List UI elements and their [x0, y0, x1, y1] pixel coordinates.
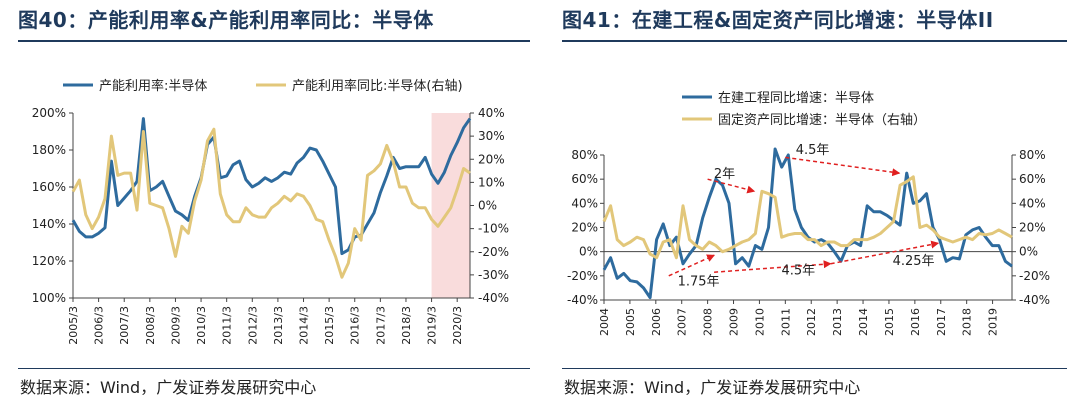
y-right-tick-label: 60% — [1019, 172, 1046, 186]
x-tick-label: 2015 — [883, 308, 896, 336]
construction-fixed-assets-chart: -40% -20% 0% 20% 40% 60% 80% -40% -20% 0% 20% 40% 60… — [567, 91, 1050, 336]
y-left-tick-label: -40% — [567, 293, 598, 307]
source-divider — [562, 368, 1067, 369]
x-tick-label: 2017/3 — [374, 306, 387, 345]
x-tick-label: 2005/3 — [67, 306, 80, 345]
title-divider — [18, 40, 530, 42]
period-arrow — [830, 240, 940, 265]
x-tick-label: 2009 — [728, 308, 741, 336]
x-tick-label: 2015/3 — [323, 306, 336, 345]
period-annotation: 4.25年 — [893, 254, 935, 269]
y-right-tick-label: 0% — [1019, 245, 1038, 259]
period-annotation: 4.5年 — [781, 264, 815, 279]
legend-label: 固定资产同比增速：半导体（右轴） — [718, 113, 926, 128]
y-left-tick-label: 80% — [571, 148, 598, 162]
title-divider — [562, 40, 1067, 42]
x-tick-label: 2010/3 — [195, 306, 208, 345]
x-tick-label: 2005 — [624, 308, 637, 336]
x-tick-label: 2019/3 — [426, 306, 439, 345]
series-line-1 — [71, 117, 472, 256]
y-right-tick-label: 10% — [478, 175, 505, 189]
chart-title: 图41：在建工程&固定资产同比增速：半导体II — [562, 8, 994, 32]
y-left-tick-label: 40% — [571, 196, 598, 210]
y-right-tick-label: -40% — [478, 291, 509, 305]
y-left-tick-label: 60% — [571, 172, 598, 186]
x-tick-label: 2006 — [650, 308, 663, 336]
x-tick-label: 2017 — [935, 308, 948, 336]
x-tick-label: 2016 — [909, 308, 922, 336]
y-left-tick-label: 20% — [571, 221, 598, 235]
x-tick-label: 2011 — [779, 308, 792, 336]
panel-construction-fixed-assets: 图41：在建工程&固定资产同比增速：半导体II -40% -20% 0% 20% 40%… — [562, 0, 1067, 405]
y-left-tick-label: 160% — [32, 180, 66, 194]
x-tick-label: 2013/3 — [272, 306, 285, 345]
x-tick-label: 2004 — [598, 308, 611, 336]
x-tick-label: 2007/3 — [118, 306, 131, 345]
x-tick-label: 2012/3 — [246, 306, 259, 345]
y-right-tick-label: 40% — [478, 106, 505, 120]
series-line-2 — [71, 127, 471, 279]
x-tick-label: 2009/3 — [169, 306, 182, 345]
x-tick-label: 2013 — [831, 308, 844, 336]
y-right-tick-label: 80% — [1019, 148, 1046, 162]
y-right-tick-label: -20% — [478, 245, 509, 259]
y-left-tick-label: 100% — [32, 291, 66, 305]
series-line-2 — [602, 175, 1013, 260]
x-tick-label: 2011/3 — [221, 306, 234, 345]
panel-capacity-utilization: 图40：产能利用率&产能利用率同比：半导体 100% 120% 140% 160% 18… — [18, 0, 530, 405]
x-tick-label: 2016/3 — [349, 306, 362, 345]
x-tick-label: 2012 — [805, 308, 818, 336]
x-tick-label: 2008/3 — [144, 306, 157, 345]
y-left-tick-label: 0% — [579, 245, 598, 259]
period-arrow — [707, 178, 756, 194]
y-right-tick-label: 0% — [478, 199, 497, 213]
y-right-tick-label: -10% — [478, 222, 509, 236]
y-right-tick-label: -30% — [478, 268, 509, 282]
period-annotation: 2年 — [714, 167, 735, 182]
y-right-tick-label: 20% — [478, 152, 505, 166]
y-right-tick-label: -40% — [1019, 293, 1050, 307]
x-tick-label: 2014 — [857, 308, 870, 336]
y-left-tick-label: 180% — [32, 143, 66, 157]
y-left-tick-label: 200% — [32, 106, 66, 120]
x-tick-label: 2018 — [961, 308, 974, 336]
y-left-tick-label: 140% — [32, 217, 66, 231]
x-tick-label: 2014/3 — [298, 306, 311, 345]
source-divider — [18, 368, 530, 369]
x-tick-label: 2008 — [702, 308, 715, 336]
capacity-utilization-chart: 100% 120% 140% 160% 180% 200% -40% -30% -20% -10%… — [32, 78, 509, 345]
period-annotation: 1.75年 — [678, 275, 720, 290]
x-tick-label: 2006/3 — [93, 306, 106, 345]
y-left-tick-label: -20% — [567, 269, 598, 283]
x-tick-label: 2019 — [987, 308, 1000, 336]
y-left-tick-label: 120% — [32, 254, 66, 268]
period-annotation: 4.5年 — [796, 143, 830, 158]
legend-label: 在建工程同比增速：半导体 — [718, 91, 874, 106]
chart-title: 图40：产能利用率&产能利用率同比：半导体 — [18, 8, 434, 32]
x-tick-label: 2018/3 — [400, 306, 413, 345]
period-arrow — [668, 254, 716, 277]
source-note: 数据来源：Wind，广发证券发展研究中心 — [564, 378, 861, 397]
legend-label: 产能利用率同比:半导体(右轴) — [292, 78, 463, 94]
y-right-tick-label: 20% — [1019, 221, 1046, 235]
x-tick-label: 2007 — [676, 308, 689, 336]
period-arrow — [714, 260, 832, 273]
x-tick-label: 2020/3 — [451, 306, 464, 345]
x-tick-label: 2010 — [753, 308, 766, 336]
legend-label: 产能利用率:半导体 — [99, 78, 207, 94]
source-note: 数据来源：Wind，广发证券发展研究中心 — [20, 378, 317, 397]
period-arrow — [785, 156, 901, 177]
y-right-tick-label: 30% — [478, 129, 505, 143]
y-right-tick-label: 40% — [1019, 196, 1046, 210]
y-right-tick-label: -20% — [1019, 269, 1050, 283]
